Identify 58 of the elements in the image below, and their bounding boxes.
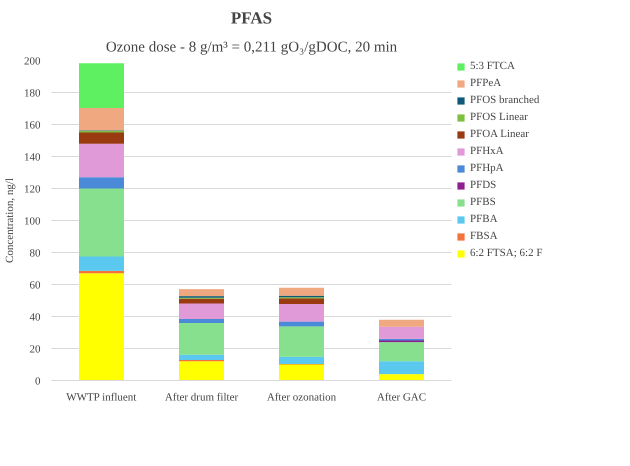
y-tick-label: 40 bbox=[30, 312, 41, 324]
bar bbox=[279, 298, 324, 304]
y-tick-label: 200 bbox=[24, 56, 41, 68]
x-tick-label: After GAC bbox=[376, 392, 426, 404]
y-tick-label: 80 bbox=[30, 248, 41, 260]
bar bbox=[79, 188, 124, 256]
bar bbox=[79, 177, 124, 188]
bar bbox=[279, 288, 324, 296]
bar bbox=[279, 356, 324, 364]
y-tick-label: 180 bbox=[24, 88, 41, 100]
bar bbox=[279, 322, 324, 326]
bar bbox=[79, 270, 124, 274]
y-axis-title: Concentration, ng/l bbox=[4, 178, 16, 263]
chart-title: PFAS bbox=[230, 8, 272, 28]
bar bbox=[279, 304, 324, 322]
bar bbox=[379, 342, 424, 362]
chart-subtitle: Ozone dose - 8 g/m³ = 0,211 gO₃/gDOC, 20 min bbox=[106, 40, 398, 56]
bar bbox=[179, 289, 224, 296]
bar bbox=[79, 256, 124, 271]
y-tick-label: 100 bbox=[24, 216, 41, 228]
bar bbox=[379, 326, 424, 339]
y-tick-label: 60 bbox=[30, 280, 41, 292]
legend-label: PFPeA bbox=[470, 77, 502, 89]
bar bbox=[179, 319, 224, 324]
bar bbox=[179, 298, 224, 304]
bar bbox=[379, 320, 424, 327]
x-tick-label: After ozonation bbox=[266, 392, 337, 404]
legend-label: PFOS Linear bbox=[470, 111, 528, 123]
legend-label: PFOA Linear bbox=[470, 128, 529, 140]
legend-label: PFBA bbox=[470, 213, 498, 225]
bar bbox=[79, 63, 124, 108]
y-tick-label: 140 bbox=[24, 152, 41, 164]
legend-label: PFOS branched bbox=[470, 94, 540, 106]
x-tick-label: WWTP influent bbox=[66, 392, 136, 404]
bar bbox=[179, 323, 224, 355]
legend-label: PFDS bbox=[470, 179, 496, 191]
legend-label: 6:2 FTSA; 6:2 F bbox=[470, 247, 542, 259]
y-tick-label: 20 bbox=[30, 344, 41, 356]
y-tick-label: 120 bbox=[24, 184, 41, 196]
legend-label: FBSA bbox=[470, 230, 498, 242]
x-tick-label: After drum filter bbox=[164, 392, 238, 404]
legend-label: PFHxA bbox=[470, 145, 504, 157]
bar bbox=[279, 364, 324, 380]
legend-label: PFBS bbox=[470, 196, 496, 208]
bar bbox=[179, 304, 224, 320]
bar bbox=[79, 144, 124, 178]
y-tick-label: 0 bbox=[35, 376, 41, 388]
bar bbox=[79, 132, 124, 144]
bar bbox=[379, 374, 424, 380]
legend-label: 5:3 FTCA bbox=[470, 60, 515, 72]
bar bbox=[79, 273, 124, 380]
legend-label: PFHpA bbox=[470, 162, 504, 174]
bar bbox=[279, 326, 324, 357]
bar bbox=[179, 354, 224, 360]
y-tick-label: 160 bbox=[24, 120, 41, 132]
bar bbox=[379, 361, 424, 374]
bar bbox=[179, 361, 224, 380]
bar bbox=[79, 108, 124, 130]
